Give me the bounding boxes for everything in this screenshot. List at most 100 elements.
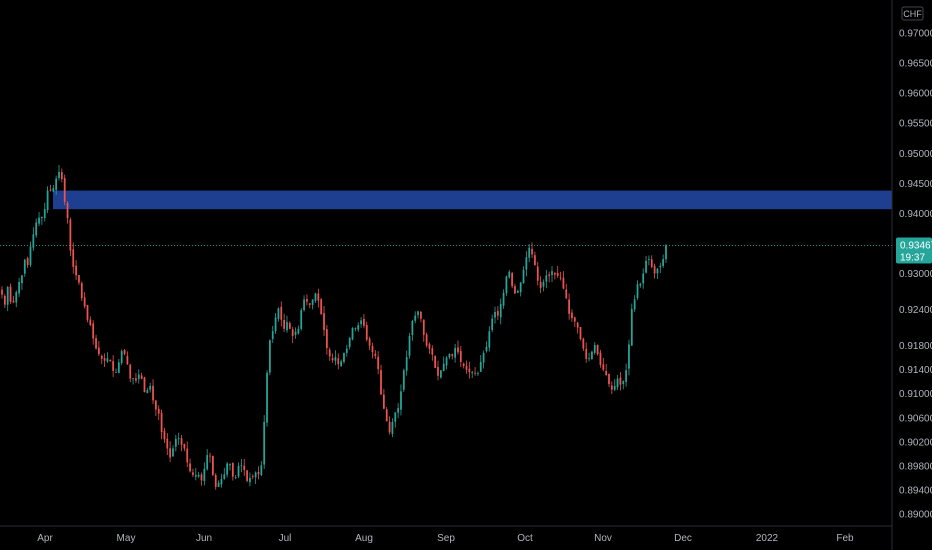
candle-body (192, 472, 194, 475)
candle (442, 356, 445, 372)
candle-body (112, 361, 115, 371)
candle (434, 355, 437, 368)
candle (448, 353, 451, 360)
candle (343, 352, 345, 364)
candle-body (254, 472, 257, 478)
y-tick-label: 0.89000 (899, 509, 932, 520)
candle-body (297, 328, 300, 334)
y-tick-label: 0.91000 (899, 389, 932, 400)
candle (331, 353, 334, 363)
candle-body (46, 190, 49, 211)
candle (226, 461, 229, 478)
time-axis[interactable]: Apr May Jun Jul Aug Sep Oct Nov Dec 2022 Feb (0, 525, 892, 544)
candle (155, 399, 157, 416)
candle-body (479, 361, 482, 372)
x-tick-label: Oct (517, 533, 533, 544)
price-axis[interactable]: CHF 0.97000 0.96500 0.96000 0.95500 0.95000 0… (891, 0, 932, 550)
candle-body (562, 277, 565, 289)
candle (382, 389, 385, 410)
candle (126, 351, 129, 365)
currency-label: CHF (903, 9, 922, 19)
candle-body (1, 289, 3, 295)
candle-body (95, 338, 97, 349)
candle (80, 281, 83, 302)
candle (231, 462, 234, 481)
candle (109, 359, 112, 362)
candle (286, 315, 288, 333)
candle (209, 452, 211, 463)
countdown-value: 19:37 (900, 252, 925, 263)
candle-body (220, 479, 223, 485)
candle-body (325, 329, 328, 349)
currency-badge[interactable] (901, 6, 924, 21)
candle-body (49, 189, 52, 191)
candle (648, 255, 650, 266)
candle (112, 355, 115, 377)
candle-body (457, 347, 459, 353)
x-tick-label: May (117, 533, 136, 544)
candle (565, 283, 568, 300)
candle-body (454, 348, 456, 358)
candle-body (522, 269, 525, 284)
x-tick-label: 2022 (756, 533, 779, 544)
candle (411, 319, 414, 341)
candle (482, 350, 485, 369)
candle-body (143, 377, 146, 392)
candle-body (542, 281, 545, 287)
candle-body (422, 319, 425, 335)
candle-body (536, 266, 539, 281)
candle-body (92, 323, 95, 339)
candle-body (109, 359, 112, 362)
price-zone[interactable] (53, 190, 892, 210)
candle (308, 303, 311, 309)
candle (451, 353, 454, 360)
candle (317, 288, 320, 308)
candle (240, 458, 243, 473)
candle-body (172, 448, 174, 457)
candle-body (35, 222, 38, 236)
candle (371, 342, 374, 359)
candle-body (140, 375, 143, 379)
candle-body (280, 306, 283, 320)
candle (86, 304, 89, 323)
candle (75, 260, 77, 280)
candle-body (55, 178, 58, 190)
candle-body (599, 352, 602, 365)
candle (508, 269, 511, 279)
y-tick-label: 0.90200 (899, 437, 932, 448)
x-tick-label: Aug (355, 533, 373, 544)
candle (78, 274, 80, 285)
candle (6, 286, 9, 312)
candle-body (268, 340, 271, 373)
candle-body (382, 394, 385, 409)
candle (630, 303, 633, 346)
candle (431, 345, 434, 361)
candle (616, 375, 619, 391)
candle (43, 202, 46, 222)
candle (553, 272, 556, 280)
candle-body (451, 354, 454, 356)
candle-body (551, 271, 553, 276)
candle-body (106, 358, 109, 362)
candle-body (291, 329, 294, 337)
candle (459, 346, 462, 367)
x-tick-label: Nov (594, 533, 612, 544)
candle-body (323, 313, 325, 331)
candle (468, 361, 471, 379)
candle (579, 326, 582, 341)
candle (177, 432, 180, 445)
candle-body (365, 324, 368, 340)
last-price-label: 0.9346719:37 (896, 237, 932, 264)
candle (49, 184, 52, 192)
candle (257, 466, 260, 480)
candle (132, 378, 134, 385)
price-axis-background (892, 0, 932, 550)
candle-body (414, 315, 417, 321)
candle-body (593, 345, 596, 353)
candle-body (477, 373, 479, 375)
candle-body (166, 438, 169, 449)
candle-body (75, 265, 77, 276)
candle-body (482, 352, 485, 363)
